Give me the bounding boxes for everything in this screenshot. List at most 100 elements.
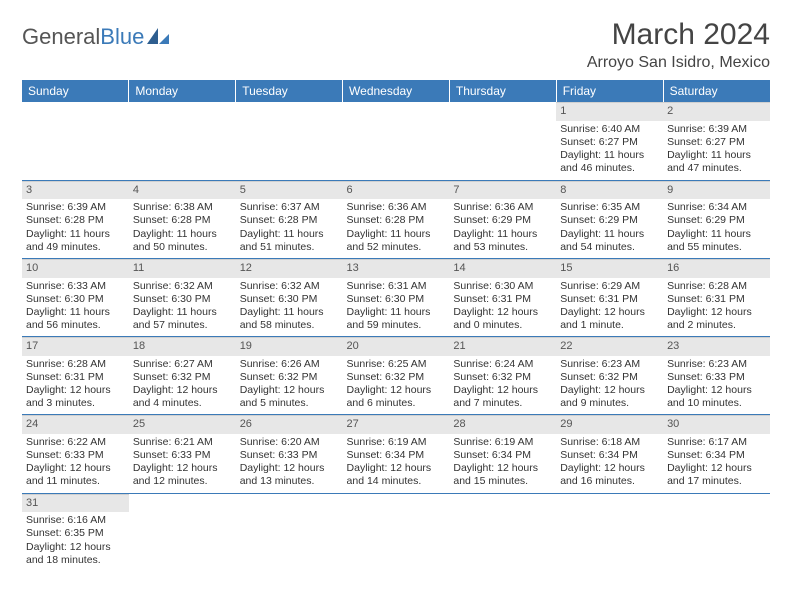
sunset-text: Sunset: 6:28 PM	[240, 214, 339, 227]
daylight-text: Daylight: 12 hours and 15 minutes.	[453, 462, 552, 488]
day-number: 11	[129, 259, 236, 278]
day-number: 2	[663, 102, 770, 121]
sunset-text: Sunset: 6:29 PM	[667, 214, 766, 227]
sunset-text: Sunset: 6:29 PM	[560, 214, 659, 227]
day-body: Sunrise: 6:24 AMSunset: 6:32 PMDaylight:…	[449, 356, 556, 415]
sunrise-text: Sunrise: 6:17 AM	[667, 436, 766, 449]
calendar-empty	[449, 493, 556, 571]
daylight-text: Daylight: 11 hours and 51 minutes.	[240, 228, 339, 254]
day-body: Sunrise: 6:37 AMSunset: 6:28 PMDaylight:…	[236, 199, 343, 258]
calendar-day: 6Sunrise: 6:36 AMSunset: 6:28 PMDaylight…	[343, 180, 450, 258]
calendar-week: 24Sunrise: 6:22 AMSunset: 6:33 PMDayligh…	[22, 415, 770, 493]
sunset-text: Sunset: 6:32 PM	[240, 371, 339, 384]
weekday-header: Thursday	[449, 80, 556, 102]
daylight-text: Daylight: 12 hours and 6 minutes.	[347, 384, 446, 410]
sunset-text: Sunset: 6:31 PM	[667, 293, 766, 306]
day-number: 10	[22, 259, 129, 278]
sunrise-text: Sunrise: 6:29 AM	[560, 280, 659, 293]
daylight-text: Daylight: 11 hours and 56 minutes.	[26, 306, 125, 332]
daylight-text: Daylight: 11 hours and 52 minutes.	[347, 228, 446, 254]
day-body: Sunrise: 6:19 AMSunset: 6:34 PMDaylight:…	[343, 434, 450, 493]
sunset-text: Sunset: 6:32 PM	[133, 371, 232, 384]
calendar-body: 1Sunrise: 6:40 AMSunset: 6:27 PMDaylight…	[22, 102, 770, 571]
sunset-text: Sunset: 6:33 PM	[133, 449, 232, 462]
calendar-day: 5Sunrise: 6:37 AMSunset: 6:28 PMDaylight…	[236, 180, 343, 258]
day-number: 26	[236, 415, 343, 434]
day-number: 3	[22, 181, 129, 200]
calendar-day: 4Sunrise: 6:38 AMSunset: 6:28 PMDaylight…	[129, 180, 236, 258]
sunrise-text: Sunrise: 6:27 AM	[133, 358, 232, 371]
day-body: Sunrise: 6:20 AMSunset: 6:33 PMDaylight:…	[236, 434, 343, 493]
daylight-text: Daylight: 11 hours and 57 minutes.	[133, 306, 232, 332]
sunset-text: Sunset: 6:30 PM	[133, 293, 232, 306]
day-body: Sunrise: 6:34 AMSunset: 6:29 PMDaylight:…	[663, 199, 770, 258]
daylight-text: Daylight: 11 hours and 54 minutes.	[560, 228, 659, 254]
calendar-day: 19Sunrise: 6:26 AMSunset: 6:32 PMDayligh…	[236, 337, 343, 415]
day-number: 1	[556, 102, 663, 121]
calendar-week: 3Sunrise: 6:39 AMSunset: 6:28 PMDaylight…	[22, 180, 770, 258]
sunrise-text: Sunrise: 6:36 AM	[347, 201, 446, 214]
day-body: Sunrise: 6:30 AMSunset: 6:31 PMDaylight:…	[449, 278, 556, 337]
daylight-text: Daylight: 12 hours and 10 minutes.	[667, 384, 766, 410]
calendar-empty	[449, 102, 556, 180]
day-body: Sunrise: 6:39 AMSunset: 6:28 PMDaylight:…	[22, 199, 129, 258]
sunrise-text: Sunrise: 6:39 AM	[26, 201, 125, 214]
sunset-text: Sunset: 6:32 PM	[560, 371, 659, 384]
sunrise-text: Sunrise: 6:34 AM	[667, 201, 766, 214]
day-number: 27	[343, 415, 450, 434]
sunset-text: Sunset: 6:30 PM	[240, 293, 339, 306]
sunset-text: Sunset: 6:34 PM	[453, 449, 552, 462]
daylight-text: Daylight: 11 hours and 59 minutes.	[347, 306, 446, 332]
day-body: Sunrise: 6:36 AMSunset: 6:28 PMDaylight:…	[343, 199, 450, 258]
brand-part1: General	[22, 24, 100, 50]
day-body: Sunrise: 6:19 AMSunset: 6:34 PMDaylight:…	[449, 434, 556, 493]
day-body: Sunrise: 6:31 AMSunset: 6:30 PMDaylight:…	[343, 278, 450, 337]
day-body: Sunrise: 6:25 AMSunset: 6:32 PMDaylight:…	[343, 356, 450, 415]
title-block: March 2024 Arroyo San Isidro, Mexico	[587, 18, 770, 72]
calendar-week: 17Sunrise: 6:28 AMSunset: 6:31 PMDayligh…	[22, 337, 770, 415]
sunset-text: Sunset: 6:29 PM	[453, 214, 552, 227]
daylight-text: Daylight: 12 hours and 7 minutes.	[453, 384, 552, 410]
daylight-text: Daylight: 12 hours and 0 minutes.	[453, 306, 552, 332]
calendar-day: 25Sunrise: 6:21 AMSunset: 6:33 PMDayligh…	[129, 415, 236, 493]
calendar-day: 27Sunrise: 6:19 AMSunset: 6:34 PMDayligh…	[343, 415, 450, 493]
sunrise-text: Sunrise: 6:23 AM	[667, 358, 766, 371]
calendar-day: 28Sunrise: 6:19 AMSunset: 6:34 PMDayligh…	[449, 415, 556, 493]
calendar-empty	[22, 102, 129, 180]
sunrise-text: Sunrise: 6:28 AM	[667, 280, 766, 293]
calendar-day: 2Sunrise: 6:39 AMSunset: 6:27 PMDaylight…	[663, 102, 770, 180]
daylight-text: Daylight: 11 hours and 49 minutes.	[26, 228, 125, 254]
calendar-day: 20Sunrise: 6:25 AMSunset: 6:32 PMDayligh…	[343, 337, 450, 415]
calendar-empty	[236, 493, 343, 571]
day-body: Sunrise: 6:23 AMSunset: 6:33 PMDaylight:…	[663, 356, 770, 415]
daylight-text: Daylight: 12 hours and 2 minutes.	[667, 306, 766, 332]
daylight-text: Daylight: 12 hours and 17 minutes.	[667, 462, 766, 488]
sunset-text: Sunset: 6:31 PM	[560, 293, 659, 306]
day-number: 6	[343, 181, 450, 200]
day-number: 29	[556, 415, 663, 434]
sunrise-text: Sunrise: 6:32 AM	[133, 280, 232, 293]
day-number: 5	[236, 181, 343, 200]
calendar-day: 12Sunrise: 6:32 AMSunset: 6:30 PMDayligh…	[236, 258, 343, 336]
sunset-text: Sunset: 6:28 PM	[133, 214, 232, 227]
day-number: 9	[663, 181, 770, 200]
day-number: 25	[129, 415, 236, 434]
daylight-text: Daylight: 12 hours and 12 minutes.	[133, 462, 232, 488]
calendar-week: 31Sunrise: 6:16 AMSunset: 6:35 PMDayligh…	[22, 493, 770, 571]
sunrise-text: Sunrise: 6:26 AM	[240, 358, 339, 371]
day-body: Sunrise: 6:17 AMSunset: 6:34 PMDaylight:…	[663, 434, 770, 493]
sunset-text: Sunset: 6:27 PM	[667, 136, 766, 149]
daylight-text: Daylight: 12 hours and 18 minutes.	[26, 541, 125, 567]
brand-part2: Blue	[100, 24, 144, 50]
calendar-table: SundayMondayTuesdayWednesdayThursdayFrid…	[22, 80, 770, 571]
sunset-text: Sunset: 6:32 PM	[453, 371, 552, 384]
calendar-day: 22Sunrise: 6:23 AMSunset: 6:32 PMDayligh…	[556, 337, 663, 415]
sunrise-text: Sunrise: 6:18 AM	[560, 436, 659, 449]
sunset-text: Sunset: 6:27 PM	[560, 136, 659, 149]
day-body: Sunrise: 6:32 AMSunset: 6:30 PMDaylight:…	[236, 278, 343, 337]
day-number: 22	[556, 337, 663, 356]
calendar-day: 30Sunrise: 6:17 AMSunset: 6:34 PMDayligh…	[663, 415, 770, 493]
sunrise-text: Sunrise: 6:19 AM	[453, 436, 552, 449]
calendar-day: 14Sunrise: 6:30 AMSunset: 6:31 PMDayligh…	[449, 258, 556, 336]
sunset-text: Sunset: 6:33 PM	[240, 449, 339, 462]
